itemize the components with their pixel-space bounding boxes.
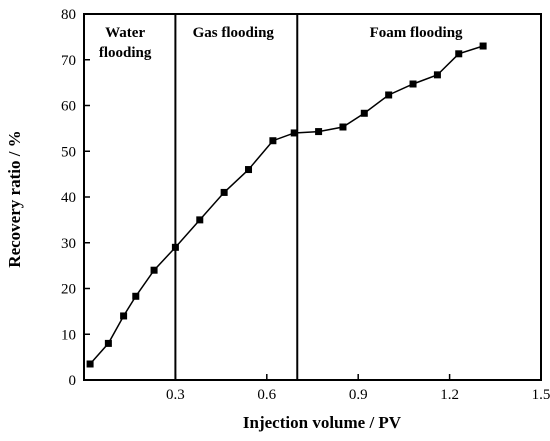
- region-label: Foam flooding: [370, 25, 463, 41]
- series-line: [89, 45, 484, 365]
- data-point: [132, 292, 140, 300]
- data-point: [171, 243, 179, 251]
- data-point: [86, 360, 94, 368]
- y-tick-label: 30: [61, 236, 76, 252]
- region-label: Gas flooding: [193, 25, 275, 41]
- data-point: [409, 80, 417, 88]
- x-tick-label: 1.5: [532, 387, 550, 403]
- data-point: [150, 266, 158, 274]
- data-point: [269, 137, 277, 145]
- data-point: [220, 188, 228, 196]
- data-point: [433, 71, 441, 79]
- data-point: [339, 123, 347, 131]
- data-point: [360, 109, 368, 117]
- x-tick-label: 0.3: [166, 387, 185, 403]
- region-label: Water: [105, 25, 145, 41]
- x-tick-label: 0.9: [349, 387, 368, 403]
- y-tick-label: 80: [61, 7, 76, 23]
- data-point: [385, 91, 393, 99]
- y-tick-label: 0: [69, 373, 77, 389]
- y-tick-label: 20: [61, 282, 76, 298]
- data-point: [455, 50, 463, 58]
- x-axis-title: Injection volume / PV: [243, 413, 402, 432]
- y-tick-label: 10: [61, 327, 76, 343]
- x-tick-label: 1.2: [440, 387, 459, 403]
- data-point: [120, 312, 128, 320]
- y-tick-label: 60: [61, 99, 76, 115]
- data-point: [104, 339, 112, 347]
- data-point: [315, 128, 323, 136]
- y-axis-title: Recovery ratio / %: [5, 130, 24, 267]
- y-tick-label: 40: [61, 190, 76, 206]
- data-point: [479, 42, 487, 50]
- y-tick-label: 50: [61, 144, 76, 160]
- x-tick-label: 0.6: [257, 387, 276, 403]
- data-point: [290, 129, 298, 137]
- data-point: [196, 216, 204, 224]
- plot-frame: [83, 13, 542, 381]
- region-label: flooding: [99, 45, 152, 61]
- y-tick-label: 70: [61, 53, 76, 69]
- data-point: [245, 166, 253, 174]
